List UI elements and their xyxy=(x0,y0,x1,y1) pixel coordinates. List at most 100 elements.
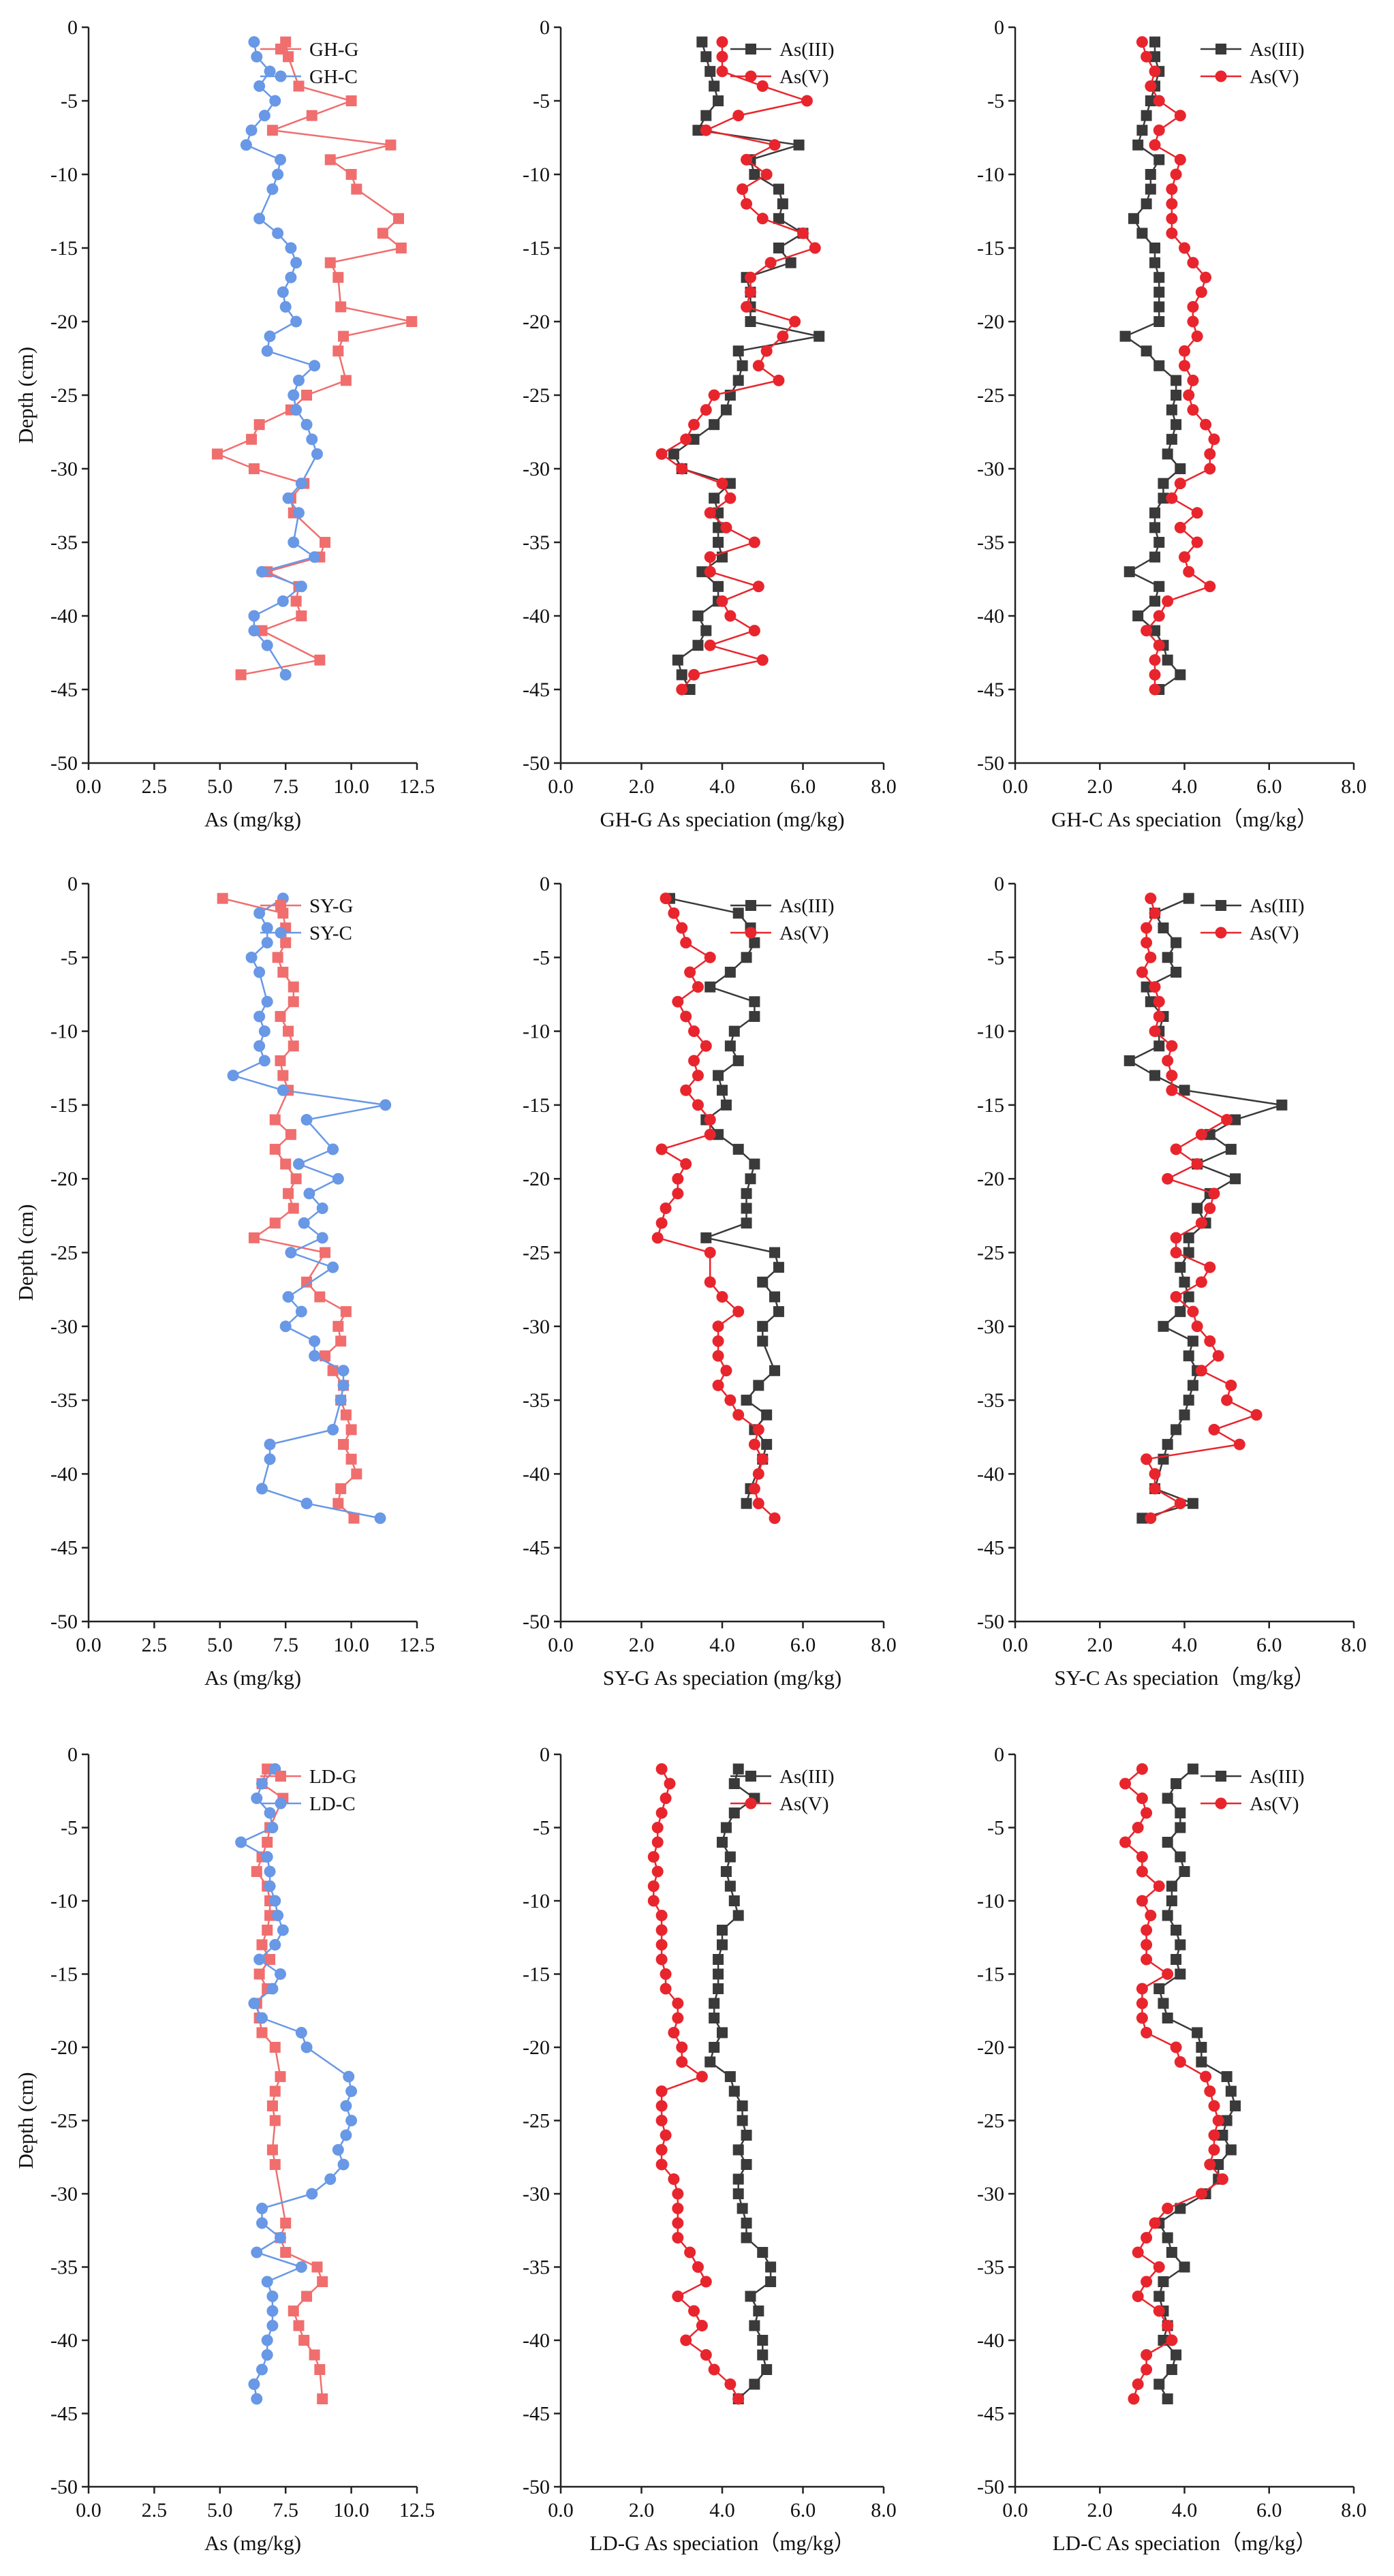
y-tick-label: -10 xyxy=(523,1021,550,1043)
data-point xyxy=(295,478,307,490)
y-tick-label: -35 xyxy=(50,2256,78,2279)
data-point xyxy=(1149,139,1161,151)
data-point xyxy=(1175,2203,1186,2214)
y-tick-label: -20 xyxy=(523,1168,550,1190)
y-tick-label: -20 xyxy=(977,1168,1004,1190)
chart-sy-total: 0 -5 -10 -15 -20 -25 -30 -35 -40 -45 -500.0 2.5 5.0 7… xyxy=(14,873,435,1690)
series-sy-c xyxy=(227,893,392,1524)
data-point xyxy=(741,2130,752,2141)
y-tick-label: -45 xyxy=(977,679,1004,701)
data-point xyxy=(272,168,284,181)
x-tick-label: 8.0 xyxy=(1341,775,1367,798)
data-point xyxy=(1175,1807,1186,1818)
data-point xyxy=(261,345,273,357)
y-tick-label: 0 xyxy=(994,873,1004,895)
y-tick-label: -10 xyxy=(523,1890,550,1912)
x-tick-label: 4.0 xyxy=(1172,2499,1198,2521)
x-tick-label: 4.0 xyxy=(1172,1634,1198,1656)
data-point xyxy=(655,2144,668,2156)
data-point xyxy=(303,1188,315,1200)
legend-marker xyxy=(1215,927,1227,939)
legend-label: SY-C xyxy=(309,922,352,944)
data-point xyxy=(311,2261,323,2273)
data-point xyxy=(1171,390,1182,401)
data-point xyxy=(258,1055,270,1067)
data-point xyxy=(274,2232,286,2244)
data-point xyxy=(1153,2291,1165,2302)
x-tick-label: 2.5 xyxy=(142,1634,168,1656)
data-point xyxy=(756,654,769,666)
x-tick-label: 7.5 xyxy=(273,775,298,798)
data-point xyxy=(1225,2144,1237,2156)
data-point xyxy=(332,1498,344,1509)
chart-ld-c-spec: 0 -5 -10 -15 -20 -25 -30 -35 -40 -45 -500.0 2.0 4.0 6… xyxy=(977,1743,1367,2555)
data-point xyxy=(1166,198,1178,210)
series-as-v- xyxy=(1119,1763,1228,2405)
legend: As(III) As(V) xyxy=(730,39,835,88)
data-point xyxy=(306,2188,318,2200)
data-point xyxy=(713,95,724,106)
y-tick-label: -5 xyxy=(533,946,550,969)
data-point xyxy=(713,537,724,548)
y-tick-label: -35 xyxy=(977,531,1004,554)
data-point xyxy=(713,1954,724,1965)
data-point xyxy=(275,1055,286,1066)
data-point xyxy=(1136,1763,1148,1775)
data-point xyxy=(668,448,679,460)
series-as-v- xyxy=(655,36,821,696)
data-point xyxy=(732,1143,744,1155)
x-tick-label: 6.0 xyxy=(790,1634,816,1656)
data-point xyxy=(277,286,289,298)
y-tick-label: -50 xyxy=(50,752,78,775)
data-point xyxy=(1175,1851,1186,1863)
data-point xyxy=(704,981,716,993)
data-point xyxy=(253,1953,266,1966)
data-point xyxy=(1162,2203,1174,2214)
data-point xyxy=(1132,1822,1144,1833)
data-point xyxy=(1158,493,1169,504)
data-point xyxy=(700,110,712,121)
data-point xyxy=(264,1954,276,1965)
data-point xyxy=(272,227,284,239)
data-point xyxy=(1136,1895,1148,1907)
y-tick-label: -5 xyxy=(533,1817,550,1840)
data-point xyxy=(692,610,704,621)
data-point xyxy=(338,1439,350,1450)
data-point xyxy=(256,2027,268,2038)
data-point xyxy=(789,315,801,328)
y-tick-label: -40 xyxy=(977,605,1004,627)
data-point xyxy=(1166,404,1177,416)
data-point xyxy=(1153,360,1165,371)
x-axis-title: SY-C As speciation（mg/kg） xyxy=(1054,1666,1314,1690)
x-tick-label: 0.0 xyxy=(1002,1634,1028,1656)
data-point xyxy=(332,1320,344,1332)
data-point xyxy=(1179,551,1190,563)
y-tick-label: -25 xyxy=(977,384,1004,407)
data-point xyxy=(1191,1320,1203,1333)
legend-label: SY-G xyxy=(309,895,354,917)
x-tick-label: 6.0 xyxy=(790,775,816,798)
data-point xyxy=(345,95,357,106)
data-point xyxy=(1162,2320,1174,2331)
data-point xyxy=(1141,2276,1153,2288)
data-point xyxy=(1141,2027,1153,2038)
data-point xyxy=(1166,2364,1177,2375)
data-point xyxy=(266,183,279,196)
data-point xyxy=(345,1453,357,1465)
x-tick-label: 0.0 xyxy=(1002,775,1028,798)
data-point xyxy=(717,1837,728,1848)
data-point xyxy=(1162,2393,1173,2404)
data-point xyxy=(753,1380,764,1391)
y-tick-label: -35 xyxy=(523,2256,550,2279)
data-point xyxy=(720,521,732,533)
data-point xyxy=(732,1409,745,1421)
data-point xyxy=(393,213,405,224)
data-point xyxy=(1208,1423,1220,1436)
chart-gh-g-spec: 0 -5 -10 -15 -20 -25 -30 -35 -40 -45 -500.0 2.0 4.0 6… xyxy=(523,16,897,831)
data-point xyxy=(741,2218,752,2229)
data-point xyxy=(717,1925,728,1936)
data-point xyxy=(1174,521,1186,533)
data-point xyxy=(745,1173,756,1185)
y-tick-label: -10 xyxy=(977,1021,1004,1043)
data-point xyxy=(1175,669,1186,681)
